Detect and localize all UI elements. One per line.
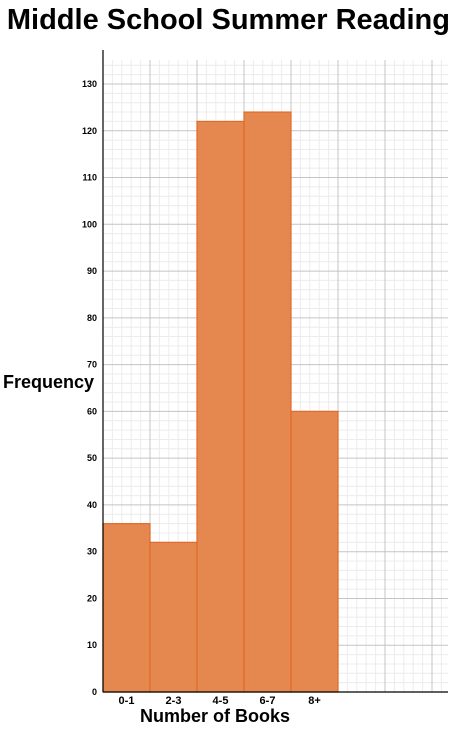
chart-title: Middle School Summer Reading — [6, 4, 450, 36]
axes — [102, 50, 448, 693]
bar-6-7 — [243, 111, 292, 693]
x-tick-label: 2-3 — [166, 695, 182, 707]
y-tick-label: 90 — [87, 266, 97, 276]
bar-2-3 — [149, 541, 198, 693]
y-tick-label: 130 — [82, 79, 97, 89]
x-axis-title: Number of Books — [140, 706, 291, 726]
bar-8+ — [290, 410, 339, 693]
y-tick-label: 60 — [87, 406, 97, 416]
y-tick-label: 120 — [82, 126, 97, 136]
y-tick-label: 0 — [92, 687, 97, 697]
y-tick-label: 110 — [82, 173, 97, 183]
bars — [102, 111, 339, 693]
x-tick-labels: 0-1 2-3 4-5 6-7 8+ — [119, 695, 321, 707]
y-tick-label: 10 — [87, 640, 97, 650]
x-tick-label: 4-5 — [213, 695, 229, 707]
y-tick-label: 70 — [87, 360, 97, 370]
y-axis-title: Frequency — [3, 372, 95, 392]
x-tick-label: 6-7 — [260, 695, 276, 707]
y-tick-label: 50 — [87, 453, 97, 463]
y-tick-label: 40 — [87, 500, 97, 510]
x-tick-label: 0-1 — [119, 695, 135, 707]
y-tick-label: 30 — [87, 547, 97, 557]
bar-0-1 — [102, 523, 151, 693]
y-tick-label: 100 — [82, 219, 97, 229]
x-tick-label: 8+ — [308, 695, 321, 707]
bar-4-5 — [196, 120, 245, 693]
y-tick-labels: 0 10 20 30 40 50 60 70 80 90 100 110 120 130 — [82, 79, 97, 697]
y-tick-label: 20 — [87, 593, 97, 603]
y-tick-label: 80 — [87, 313, 97, 323]
